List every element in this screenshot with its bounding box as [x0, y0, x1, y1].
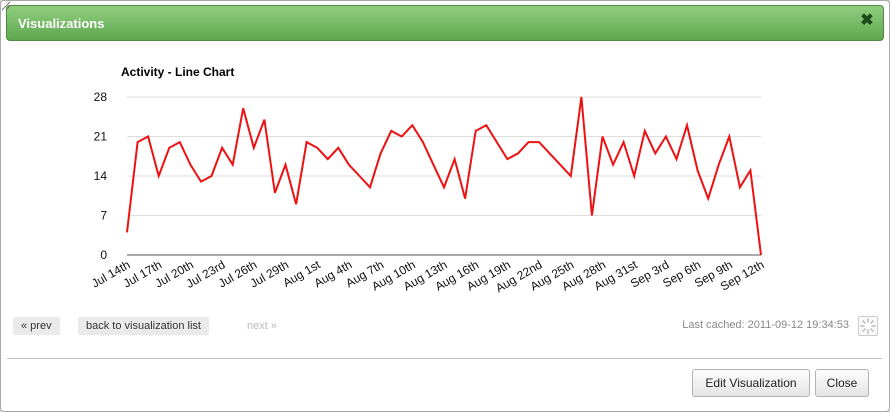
y-tick-label: 7: [100, 209, 107, 223]
next-button: next »: [247, 320, 277, 332]
y-tick-label: 28: [94, 90, 108, 104]
edit-visualization-button[interactable]: Edit Visualization: [692, 369, 810, 397]
prev-button[interactable]: « prev: [13, 317, 60, 335]
line-chart: Activity - Line Chart 0 7 14 21 28 Jul 14th J…: [1, 56, 889, 306]
close-icon[interactable]: ✖: [860, 12, 874, 29]
refresh-icon[interactable]: [858, 316, 878, 336]
y-tick-label: 21: [94, 130, 108, 144]
footer-divider: [7, 358, 882, 359]
series-line: [126, 96, 762, 256]
spinner-icon: [860, 318, 876, 334]
chart-title: Activity - Line Chart: [121, 65, 234, 79]
last-cached-label: Last cached: 2011-09-12 19:34:53: [682, 319, 849, 331]
dialog-titlebar[interactable]: Visualizations ✖: [6, 5, 884, 41]
dialog-title: Visualizations: [18, 16, 105, 31]
y-tick-label: 14: [94, 169, 108, 183]
back-to-list-button[interactable]: back to visualization list: [78, 317, 209, 335]
close-button[interactable]: Close: [815, 369, 869, 397]
resize-grip-icon[interactable]: [1, 1, 11, 11]
y-tick-label: 0: [100, 248, 107, 262]
